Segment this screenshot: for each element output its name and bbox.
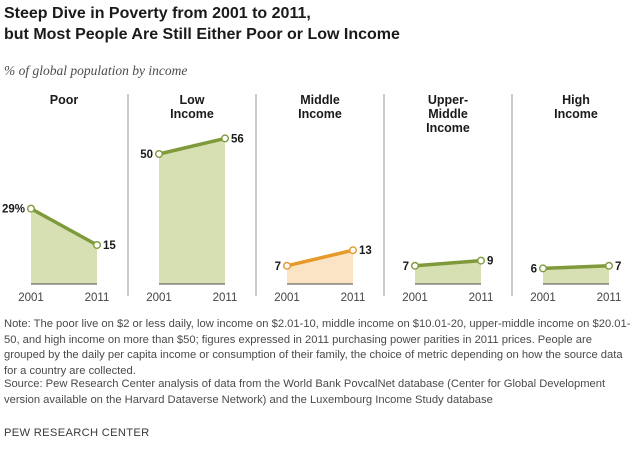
point-high-income-2001 [539, 264, 548, 273]
data-label-upper-middle-income-2001: 7 [403, 261, 409, 273]
x-tick-low-income-2011: 2011 [213, 292, 238, 304]
panel-title-line: Income [298, 107, 342, 121]
area-high-income [543, 265, 609, 284]
point-poor-2011 [92, 240, 101, 249]
x-tick-poor-2001: 2001 [18, 292, 44, 304]
point-low-income-2001 [154, 150, 163, 159]
point-low-income-2011 [220, 134, 229, 143]
point-upper-middle-income-2011 [477, 256, 486, 265]
data-label-low-income-2001: 50 [140, 149, 153, 161]
point-upper-middle-income-2001 [411, 261, 420, 270]
data-label-poor-2011: 15 [103, 240, 116, 252]
panel-title-middle-income: Middle Income [298, 93, 342, 121]
panel-title-line: Middle [428, 107, 468, 121]
data-label-high-income-2001: 6 [531, 263, 537, 275]
series-line-middle-income [286, 248, 354, 268]
data-label-low-income-2011: 56 [231, 133, 244, 145]
panel-title-line: Low [180, 93, 205, 107]
series-line-high-income [542, 264, 610, 271]
chart-source: Source: Pew Research Center analysis of … [4, 378, 606, 406]
x-tick-upper-middle-income-2001: 2001 [402, 292, 428, 304]
area-middle-income [287, 250, 353, 284]
series-line-upper-middle-income [414, 258, 482, 268]
series-line-low-income [158, 136, 226, 156]
panel-title-poor: Poor [50, 93, 79, 107]
panel-title-upper-middle-income: Upper-Middle Income [426, 93, 470, 135]
point-middle-income-2001 [283, 261, 292, 270]
series-line-poor [30, 207, 98, 247]
x-tick-poor-2011: 2011 [85, 292, 110, 304]
panel-title-line: Upper- [428, 93, 468, 107]
area-low-income [159, 138, 225, 284]
chart-note: Note: The poor live on $2 or less daily,… [4, 318, 631, 377]
x-tick-high-income-2001: 2001 [530, 292, 556, 304]
panel-title-low-income: Low Income [170, 93, 214, 121]
x-tick-middle-income-2011: 2011 [341, 292, 366, 304]
point-high-income-2011 [605, 261, 614, 270]
x-tick-middle-income-2001: 2001 [274, 292, 300, 304]
point-middle-income-2011 [349, 246, 358, 255]
panel-title-line: Middle [300, 93, 340, 107]
data-label-middle-income-2011: 13 [359, 245, 372, 257]
panel-title-high-income: High Income [554, 93, 598, 121]
x-tick-low-income-2001: 2001 [146, 292, 172, 304]
data-label-upper-middle-income-2011: 9 [487, 256, 493, 268]
area-upper-middle-income [415, 260, 481, 284]
chart-subtitle: % of global population by income [4, 63, 188, 78]
data-label-middle-income-2001: 7 [275, 261, 281, 273]
data-label-poor-2001: 29% [2, 204, 25, 216]
panel-title-line: Income [554, 107, 598, 121]
x-tick-high-income-2011: 2011 [597, 292, 622, 304]
area-poor [31, 208, 97, 284]
point-poor-2001 [27, 204, 36, 213]
brand-name: PEW RESEARCH CENTER [4, 427, 150, 439]
chart-title-line-2: but Most People Are Still Either Poor or… [4, 26, 400, 43]
panel-title-line: Income [170, 107, 214, 121]
x-tick-upper-middle-income-2011: 2011 [469, 292, 494, 304]
data-label-high-income-2011: 7 [615, 261, 621, 273]
panel-title-line: High [562, 93, 590, 107]
chart-title-line-1: Steep Dive in Poverty from 2001 to 2011, [4, 5, 311, 22]
chart-title: Steep Dive in Poverty from 2001 to 2011,… [4, 3, 634, 45]
panel-title-line: Poor [50, 93, 79, 107]
panel-title-line: Income [426, 121, 470, 135]
